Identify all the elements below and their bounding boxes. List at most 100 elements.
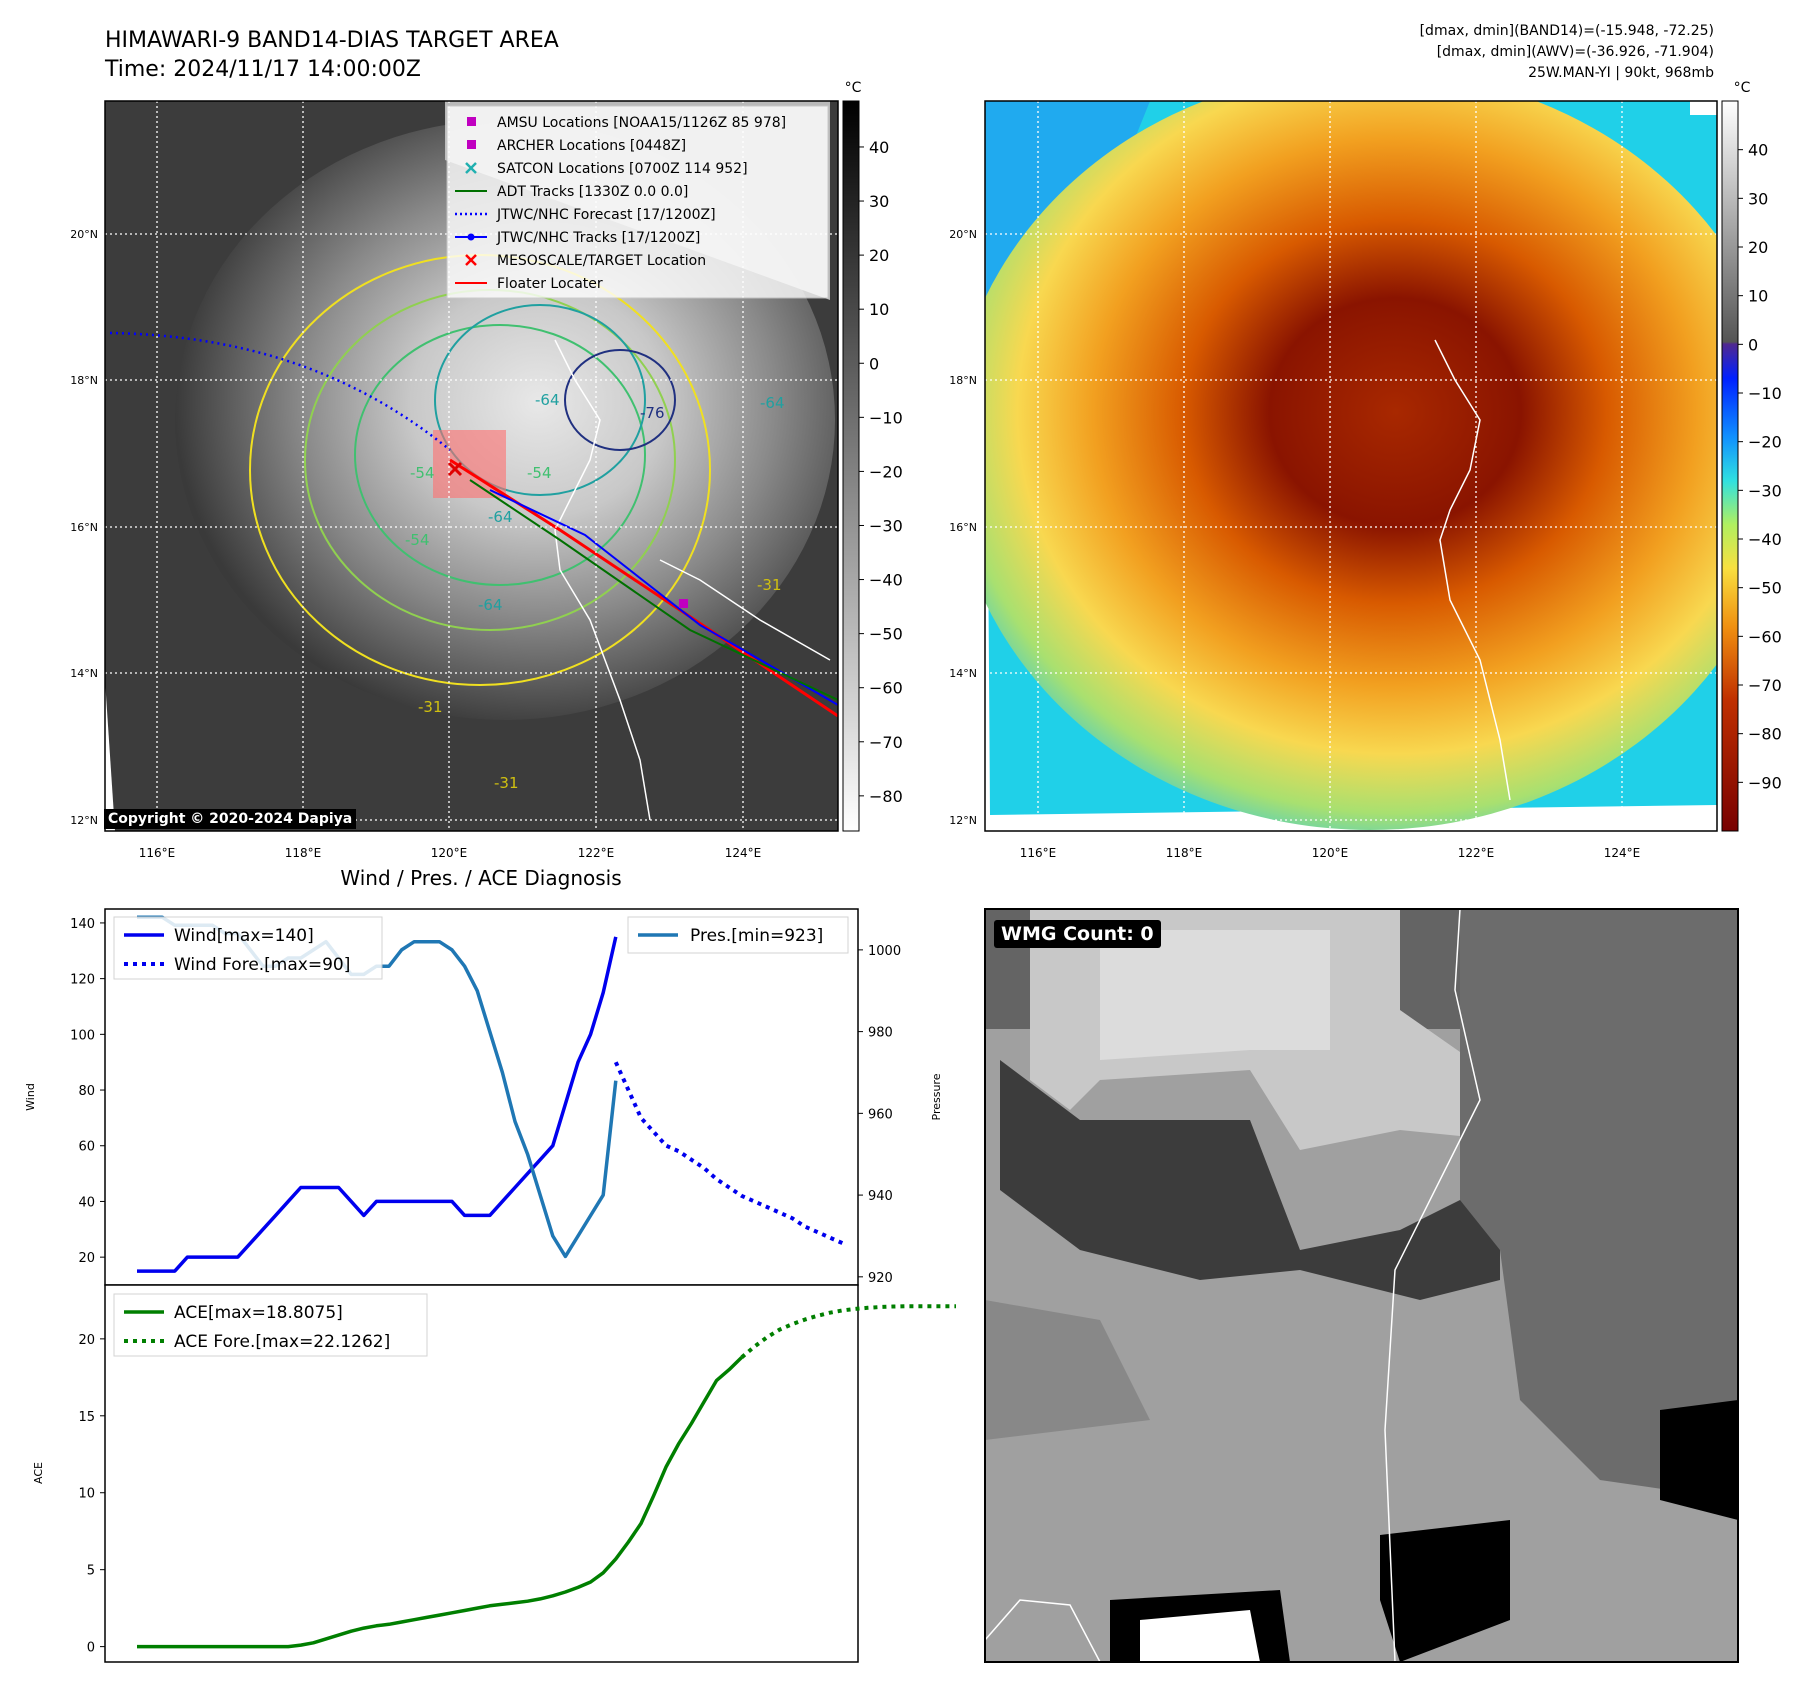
colorbar-tick-label: −30 [1748, 481, 1782, 500]
ir-lat-tick: 16°N [70, 521, 98, 534]
awv-gridlines [985, 101, 1717, 831]
ace-chart: 20 15 10 5 0 [78, 1304, 956, 1656]
contour-label: -64 [478, 596, 503, 614]
ir-legend-box [446, 105, 829, 299]
awv-colorbar-ticks: 40 30 20 10 0 −10 −20 −30 −40 −50 −60 −70 −80 −90 [1738, 141, 1782, 792]
coastline-luzon [554, 339, 651, 821]
ir-panel-frame [104, 100, 839, 832]
ir-lat-tick: 12°N [70, 814, 98, 827]
ir-legend-label: AMSU Locations [NOAA15/1126Z 85 978] [497, 115, 786, 131]
ir-legend-entry: ADT Tracks [1330Z 0.0 0.0] [455, 184, 688, 200]
colorbar-tick-label: 20 [869, 246, 889, 265]
colorbar-tick-label: −60 [869, 679, 903, 698]
chart-tick-label: 980 [868, 1026, 893, 1041]
contour-label: -31 [418, 698, 443, 716]
contour-label: -54 [410, 464, 435, 482]
contour-label: -54 [405, 531, 430, 549]
colorbar-tick-label: −50 [1748, 579, 1782, 598]
colorbar-tick-label: −60 [1748, 627, 1782, 646]
awv-lon-tick: 120°E [1312, 846, 1349, 860]
ir-lon-tick: 116°E [139, 846, 176, 860]
awv-storm-moisture [985, 101, 1717, 830]
colorbar-tick-label: −70 [1748, 676, 1782, 695]
series-line [137, 936, 618, 1273]
colorbar-tick-label: −30 [869, 516, 903, 535]
series-line [137, 1356, 744, 1649]
ir-colorbar [842, 100, 860, 832]
chart-tick-label: 100 [70, 1028, 95, 1043]
wmg-panel [984, 908, 1739, 1663]
ir-legend-label: ARCHER Locations [0448Z] [497, 138, 686, 154]
chart-tick-label: 20 [78, 1251, 95, 1266]
ir-legend-label: SATCON Locations [0700Z 114 952] [497, 161, 748, 177]
series-line [613, 1061, 844, 1246]
ir-legend-entry: JTWC/NHC Tracks [17/1200Z] [455, 230, 700, 246]
chart-tick-label: 60 [78, 1140, 95, 1155]
pressure-axis-label: Pressure [930, 1073, 943, 1120]
colorbar-tick-label: −70 [869, 733, 903, 752]
chart-tick-label: 120 [70, 973, 95, 988]
ir-legend-label: JTWC/NHC Tracks [17/1200Z] [496, 230, 700, 246]
ir-legend-entry: MESOSCALE/TARGET Location [465, 253, 706, 269]
adt-track [469, 479, 838, 701]
colorbar-tick-label: 40 [1748, 141, 1768, 160]
wind-chart: 140 120 100 80 60 40 20 [70, 917, 844, 1273]
contour-label: -64 [535, 391, 560, 409]
awv-lat-tick: 20°N [949, 228, 977, 241]
chart-tick-label: 940 [868, 1189, 893, 1204]
ir-lon-tick: 124°E [725, 846, 762, 860]
colorbar-tick-label: 10 [1748, 287, 1768, 306]
ir-legend-label: ADT Tracks [1330Z 0.0 0.0] [497, 184, 688, 200]
colorbar-tick-label: −40 [1748, 530, 1782, 549]
awv-lon-tick: 118°E [1166, 846, 1203, 860]
ir-colorbar-unit: °C [845, 80, 862, 96]
colorbar-tick-label: −80 [1748, 725, 1782, 744]
chart-tick-label: 920 [868, 1271, 893, 1286]
ir-lon-tick: 118°E [285, 846, 322, 860]
awv-colorbar-unit: °C [1734, 80, 1751, 96]
figure-title-line1: HIMAWARI-9 BAND14-DIAS TARGET AREA [105, 28, 559, 53]
awv-coastline [1434, 339, 1511, 801]
awv-lat-tick: 16°N [949, 521, 977, 534]
awv-lon-tick: 122°E [1458, 846, 1495, 860]
ir-legend-entry: SATCON Locations [0700Z 114 952] [465, 161, 748, 177]
ace-legend: ACE[max=18.8075] ACE Fore.[max=22.1262] [113, 1293, 428, 1357]
ir-legend-entry: ARCHER Locations [0448Z] [467, 138, 686, 154]
colorbar-tick-label: 20 [1748, 238, 1768, 257]
colorbar-tick-label: 0 [869, 354, 879, 373]
colorbar-tick-label: 0 [1748, 335, 1758, 354]
ir-gridlines [105, 101, 838, 831]
chart-tick-label: 15 [78, 1410, 95, 1425]
awv-lat-tick: 18°N [949, 374, 977, 387]
colorbar-tick-label: −80 [869, 787, 903, 806]
pressure-legend-actual: Pres.[min=923] [690, 926, 823, 946]
awv-lat-tick: 12°N [949, 814, 977, 827]
ir-colorbar-ticks: 40 30 20 10 0 −10 −20 −30 −40 −50 −60 −70 −80 [859, 138, 903, 806]
ir-legend-entry: Floater Locater [455, 276, 603, 292]
colorbar-tick-label: 10 [869, 300, 889, 319]
ir-legend-label: JTWC/NHC Forecast [17/1200Z] [496, 207, 716, 223]
awv-colorbar [1721, 100, 1739, 832]
contour-label: -31 [494, 774, 519, 792]
contour-minus76 [564, 349, 676, 451]
colorbar-tick-label: 40 [869, 138, 889, 157]
figure-title-line2: Time: 2024/11/17 14:00:00Z [105, 57, 421, 82]
awv-panel-frame [984, 100, 1718, 832]
contour-label: -76 [640, 404, 665, 422]
wind-legend-forecast: Wind Fore.[max=90] [174, 955, 350, 975]
ir-legend: AMSU Locations [NOAA15/1126Z 85 978] ARCH… [455, 115, 786, 292]
contour-label: -64 [488, 508, 513, 526]
colorbar-tick-label: 30 [869, 192, 889, 211]
ace-legend-forecast: ACE Fore.[max=22.1262] [174, 1332, 390, 1352]
wind-legend: Wind[max=140] Wind Fore.[max=90] [113, 916, 383, 980]
colorbar-tick-label: −50 [869, 625, 903, 644]
contour-label: -54 [527, 464, 552, 482]
ir-lon-tick: 120°E [431, 846, 468, 860]
contour-label: -31 [757, 576, 782, 594]
colorbar-tick-label: −20 [869, 462, 903, 481]
ir-legend-entry: JTWC/NHC Forecast [17/1200Z] [455, 207, 716, 223]
pressure-legend: Pres.[min=923] [627, 916, 849, 954]
ir-legend-entry: AMSU Locations [NOAA15/1126Z 85 978] [467, 115, 786, 131]
amsu-location-marker [679, 599, 688, 608]
